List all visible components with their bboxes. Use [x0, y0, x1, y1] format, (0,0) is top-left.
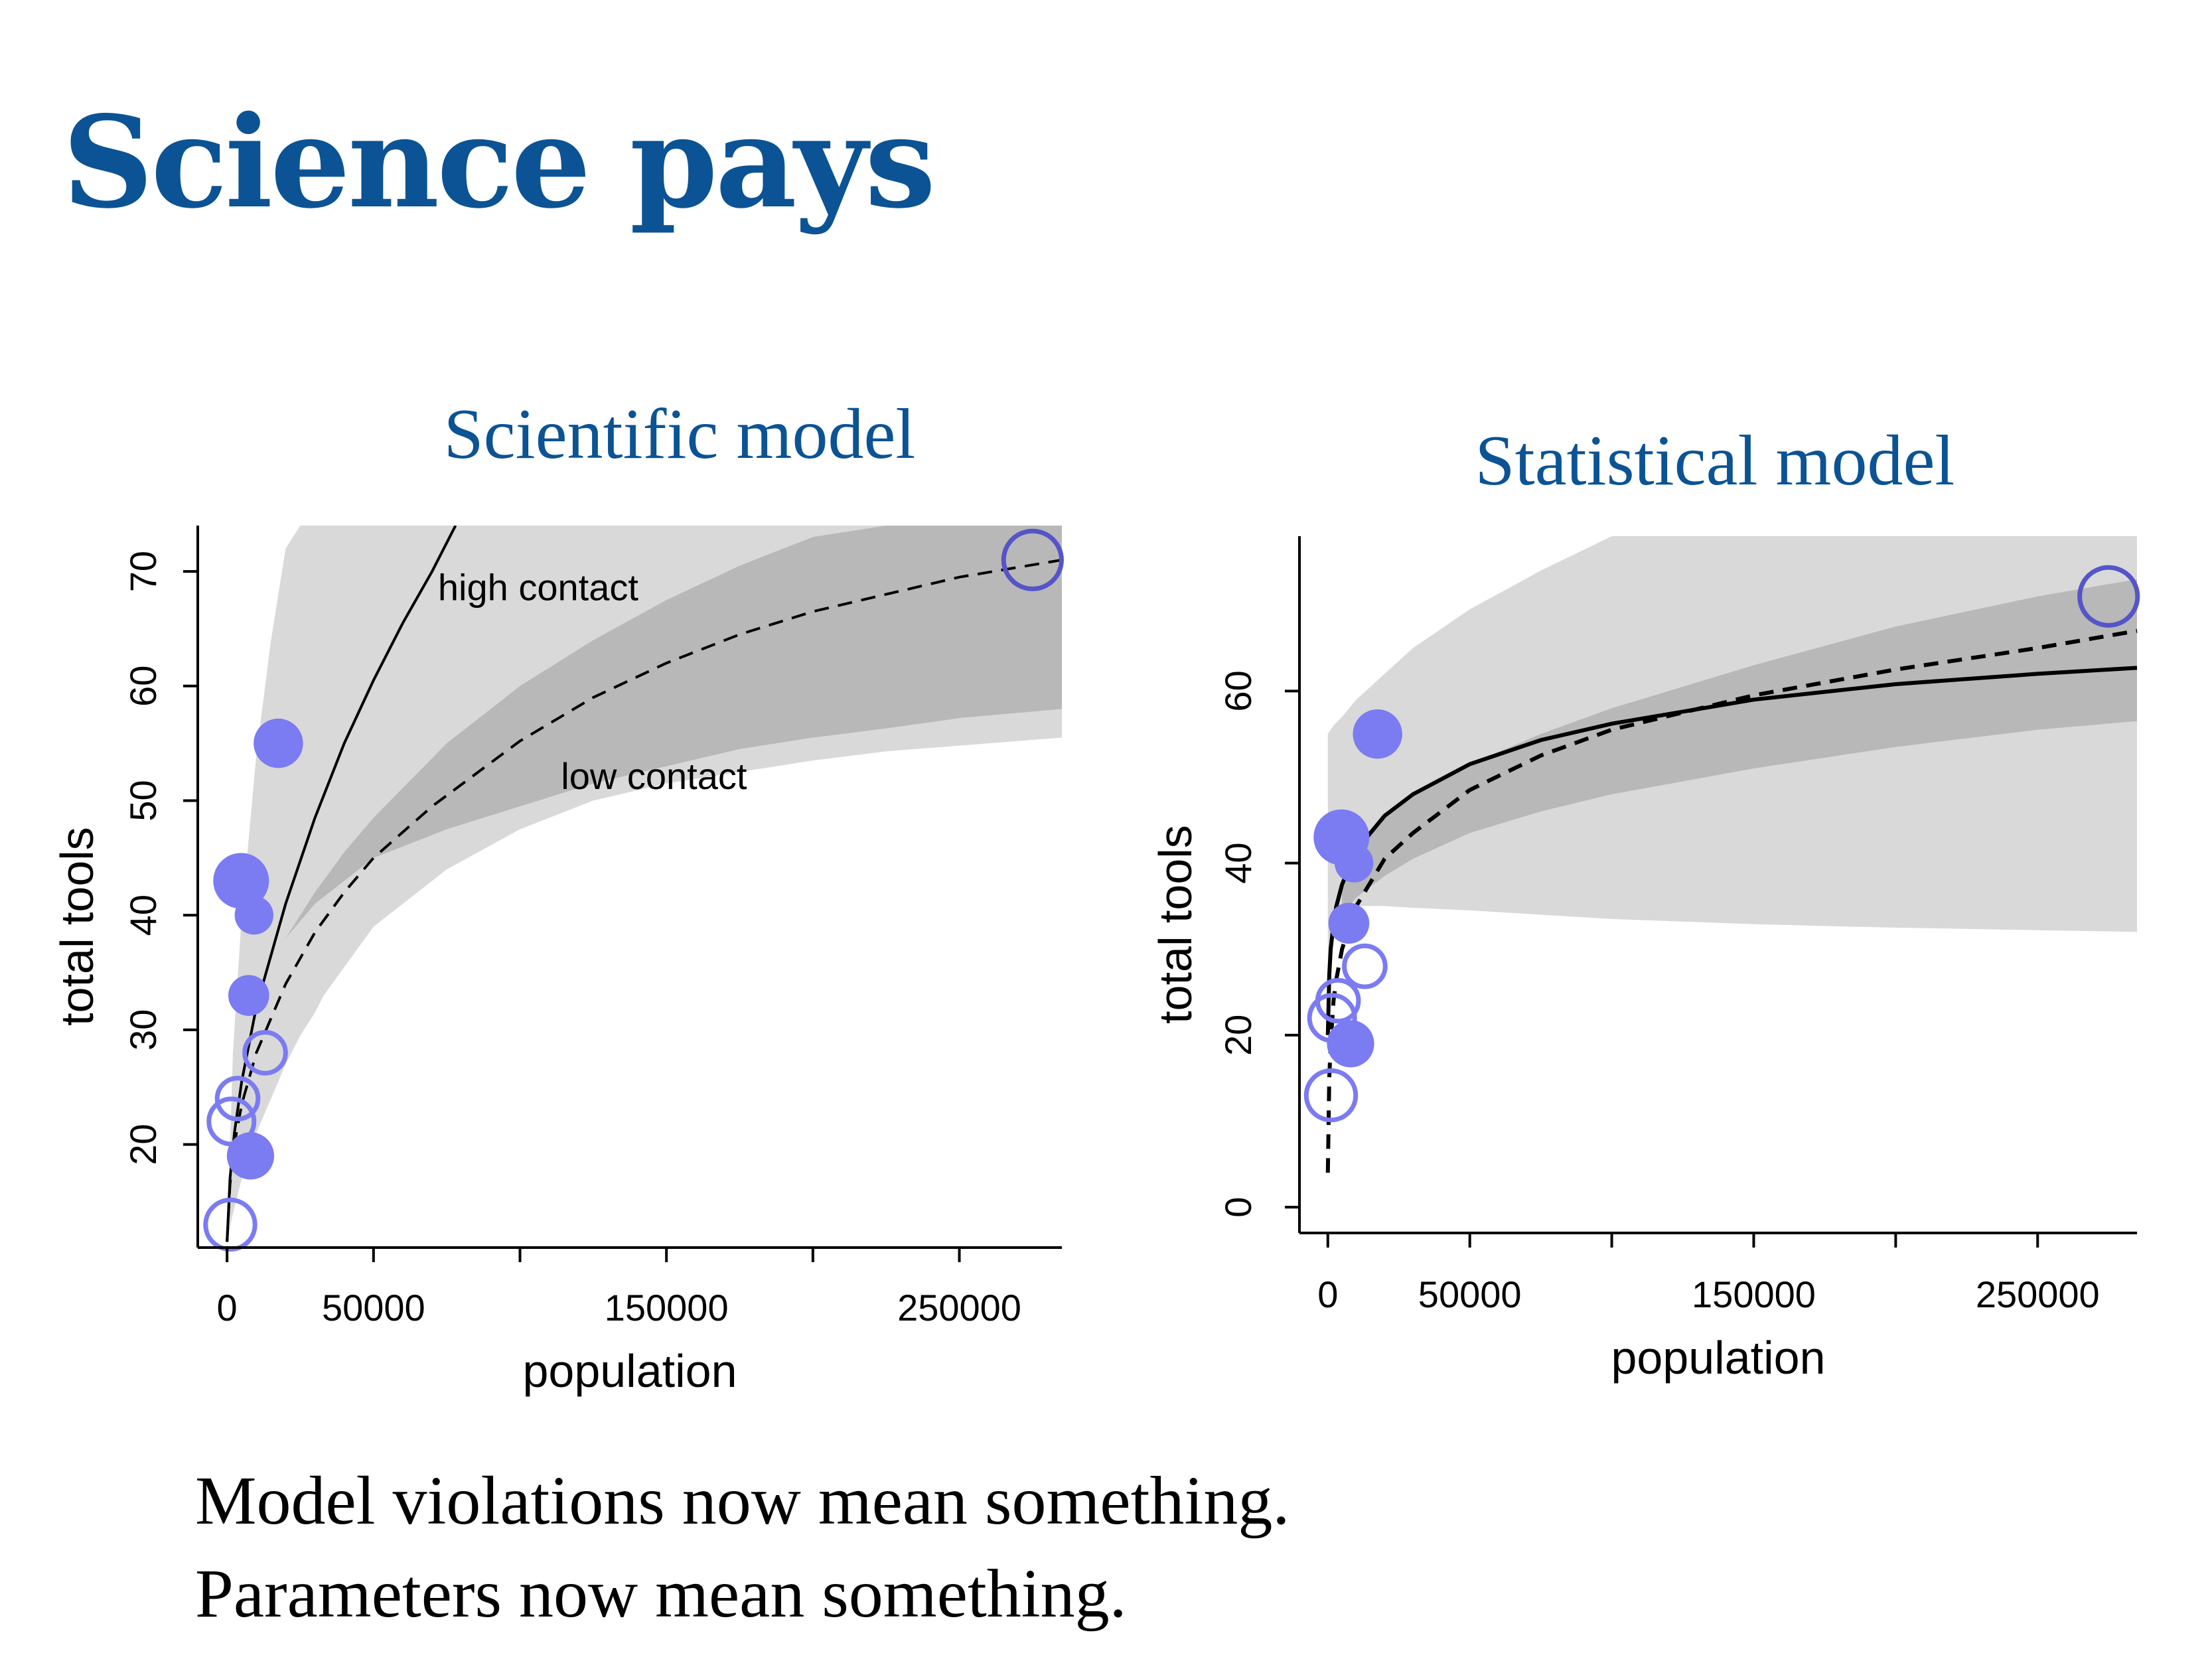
y-tick-label: 0 [1217, 1197, 1259, 1218]
data-point [1327, 1020, 1374, 1068]
x-tick-label: 150000 [1692, 1273, 1816, 1315]
data-point [203, 1197, 258, 1252]
annotation-low-contact: low contact [561, 755, 747, 797]
curve-high-contact [1325, 666, 2138, 1035]
band-inner [285, 526, 1063, 938]
y-tick-label: 60 [122, 666, 164, 707]
plot-area [226, 526, 1063, 1242]
x-tick-label: 50000 [1418, 1273, 1522, 1315]
data-point [254, 718, 303, 768]
data-point [228, 975, 269, 1016]
x-axis-label: population [522, 1345, 737, 1397]
y-axis-label: total tools [1149, 825, 1201, 1024]
caption-line-1: Model violations now mean something. [195, 1463, 1290, 1539]
y-tick-label: 40 [1217, 842, 1259, 883]
y-tick-label: 70 [122, 551, 164, 592]
chart-title: Scientific model [444, 395, 916, 474]
data-point [1334, 843, 1374, 883]
statistical-model-chart: Statistical model 0 50000 150000 250000 0 20 40… [1149, 421, 2140, 1384]
data-point [242, 1030, 288, 1076]
x-tick-label: 0 [1317, 1273, 1338, 1315]
y-tick-label: 50 [122, 780, 164, 821]
y-tick-label: 30 [122, 1009, 164, 1050]
data-point [213, 853, 269, 909]
y-tick-label: 60 [1217, 670, 1259, 711]
data-point [226, 1132, 275, 1180]
data-point [1328, 902, 1370, 944]
data-point [234, 895, 273, 935]
x-tick-label: 250000 [1976, 1273, 2100, 1315]
data-point [2077, 565, 2140, 628]
y-tick-label: 40 [122, 895, 164, 936]
data-point [1001, 528, 1064, 591]
y-axis-label: total tools [51, 827, 103, 1026]
x-tick-label: 0 [217, 1287, 238, 1329]
scientific-model-chart: Scientific model high contact low contact 0… [51, 395, 1064, 1397]
data-point [1342, 943, 1388, 989]
data-point [1353, 709, 1402, 759]
caption-line-2: Parameters now mean something. [195, 1555, 1127, 1632]
data-point [1303, 1068, 1359, 1123]
x-tick-label: 250000 [897, 1287, 1021, 1329]
annotation-high-contact: high contact [438, 566, 638, 608]
data-point [214, 1076, 261, 1121]
x-tick-label: 50000 [322, 1287, 425, 1329]
x-axis-label: population [1611, 1332, 1825, 1384]
slide-title: Science pays [62, 88, 936, 236]
data-point [1315, 977, 1361, 1024]
x-tick-label: 150000 [605, 1287, 729, 1329]
y-tick-label: 20 [1217, 1015, 1259, 1056]
plot-area [1325, 536, 2138, 1173]
chart-title: Statistical model [1475, 421, 1955, 500]
y-tick-label: 20 [122, 1123, 164, 1165]
